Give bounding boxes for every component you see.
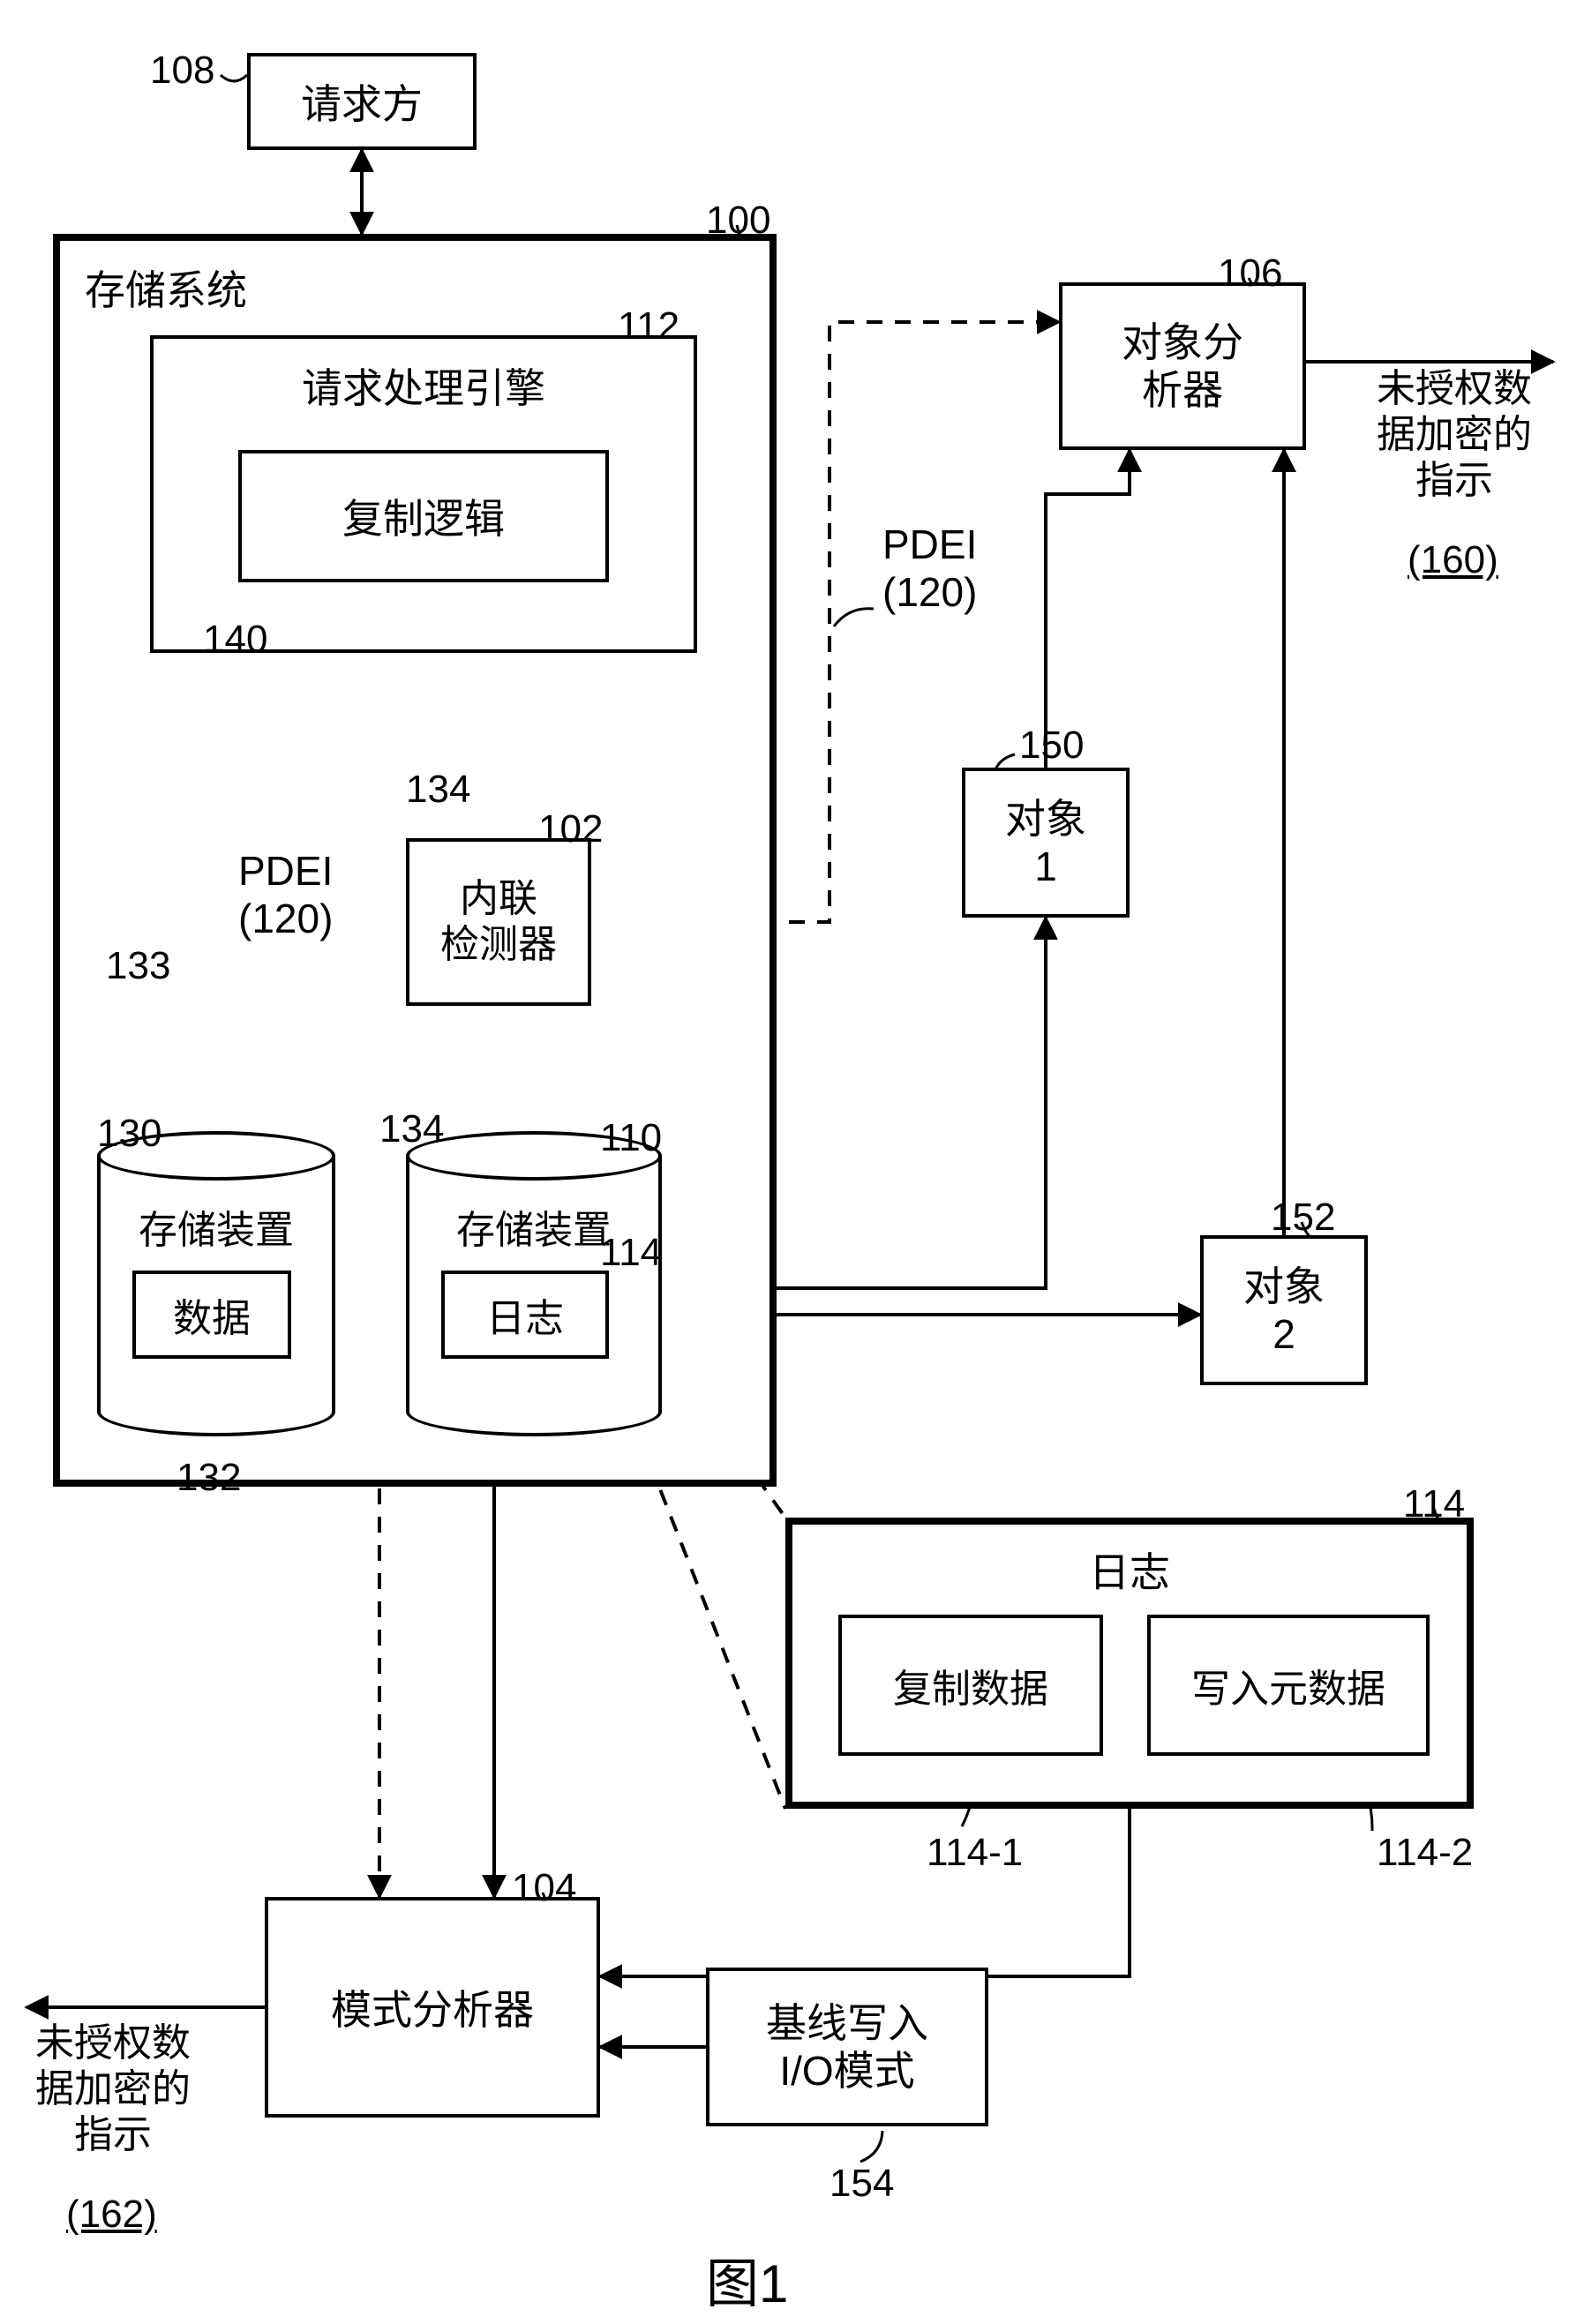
ref-102: 102 [538, 807, 603, 851]
node-data-132-label: 数据 [173, 1286, 251, 1343]
ref-106: 106 [1218, 251, 1282, 296]
node-log-small: 日志 [441, 1271, 609, 1359]
label-pdei-right: PDEI(120) [882, 521, 977, 616]
ref-140: 140 [203, 618, 267, 662]
label-out162n: (162) [66, 2193, 157, 2237]
node-storage-system-label: 存储系统 [85, 259, 247, 317]
node-copy-data: 复制数据 [838, 1615, 1103, 1756]
node-log-small-label: 日志 [486, 1286, 564, 1343]
ref-114-1: 114-1 [927, 1831, 1023, 1875]
label-out162: 未授权数据加密的指示 [35, 2020, 191, 2158]
node-object-1: 对象1 [962, 768, 1130, 918]
node-write-metadata: 写入元数据 [1147, 1615, 1430, 1756]
node-requester-label: 请求方 [301, 72, 423, 131]
node-copy-logic: 复制逻辑 [238, 450, 609, 582]
node-copy-logic-label: 复制逻辑 [342, 487, 505, 545]
node-pattern-analyzer-label: 模式分析器 [331, 1978, 534, 2036]
ref-110: 110 [600, 1116, 662, 1160]
ref-154: 154 [830, 2162, 894, 2206]
node-object-1-label: 对象1 [1005, 795, 1086, 890]
ref-130: 130 [97, 1112, 161, 1156]
node-inline-detector: 内联检测器 [406, 838, 591, 1006]
node-baseline-io: 基线写入I/O模式 [706, 1968, 988, 2126]
node-request-engine-label: 请求处理引擎 [302, 356, 545, 415]
ref-108: 108 [150, 49, 214, 93]
node-storage-device-130-label: 存储装置 [97, 1198, 335, 1255]
ref-114: 114 [1403, 1482, 1465, 1526]
node-data-132: 数据 [132, 1271, 291, 1359]
node-inline-detector-label: 内联检测器 [440, 876, 557, 968]
ref-114: 114 [600, 1231, 662, 1275]
node-requester: 请求方 [247, 53, 477, 150]
label-133: 133 [106, 944, 170, 988]
node-copy-data-label: 复制数据 [893, 1657, 1048, 1713]
ref-132: 132 [176, 1456, 241, 1500]
label-134b: 134 [379, 1107, 444, 1151]
node-log-big-label: 日志 [1089, 1541, 1170, 1599]
ref-152: 152 [1271, 1196, 1335, 1240]
node-pattern-analyzer: 模式分析器 [265, 1897, 600, 2118]
node-object-analyzer: 对象分析器 [1059, 282, 1306, 450]
node-object-2-label: 对象2 [1243, 1263, 1325, 1358]
ref-104: 104 [512, 1866, 576, 1910]
figure-caption: 图1 [706, 2241, 788, 2318]
node-object-analyzer-label: 对象分析器 [1122, 319, 1243, 414]
label-pdei-left: PDEI(120) [238, 847, 333, 942]
node-baseline-io-label: 基线写入I/O模式 [766, 1999, 928, 2095]
label-out160: 未授权数据加密的指示 [1377, 366, 1532, 504]
ref-100: 100 [706, 199, 770, 243]
node-object-2: 对象2 [1200, 1235, 1368, 1385]
label-out160n: (160) [1408, 538, 1498, 582]
label-134a: 134 [406, 768, 470, 812]
node-write-metadata-label: 写入元数据 [1191, 1657, 1385, 1713]
ref-114-2: 114-2 [1377, 1831, 1473, 1875]
ref-150: 150 [1019, 723, 1084, 768]
ref-112: 112 [618, 304, 679, 349]
